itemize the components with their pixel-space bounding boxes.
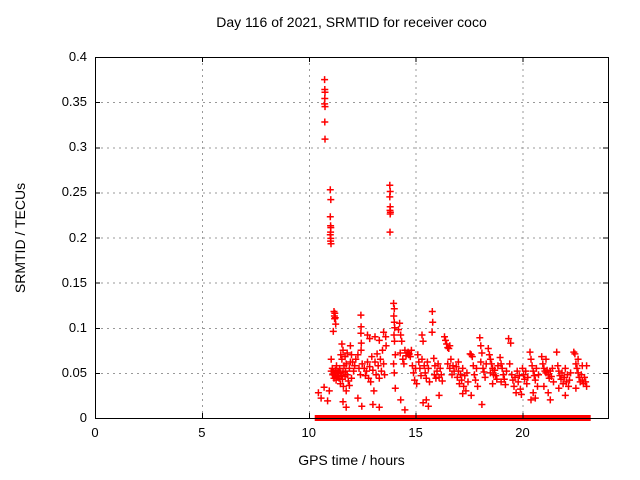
chart-title: Day 116 of 2021, SRMTID for receiver coc… [216,14,487,30]
y-tick-label: 0.1 [68,319,87,335]
y-tick-label: 0.3 [68,139,87,155]
x-tick-label: 10 [301,425,316,440]
gridlines [95,57,608,418]
plot-frame [95,57,609,419]
y-tick-label: 0.4 [68,49,87,64]
data-points [314,76,591,414]
x-tick-label: 5 [198,425,206,440]
y-tick-label: 0.25 [61,184,87,200]
y-tick-label: 0.2 [68,229,87,245]
y-tick-label: 0 [79,410,87,425]
x-axis-label: GPS time / hours [298,452,405,468]
y-tick-label: 0.05 [61,364,87,380]
x-tick-label: 20 [515,425,530,440]
x-tick-label: 15 [408,425,423,440]
y-tick-label: 0.35 [61,94,87,110]
x-tick-label: 0 [91,425,99,440]
y-axis-label: SRMTID / TECUs [12,182,28,294]
y-tick-label: 0.15 [61,274,87,290]
